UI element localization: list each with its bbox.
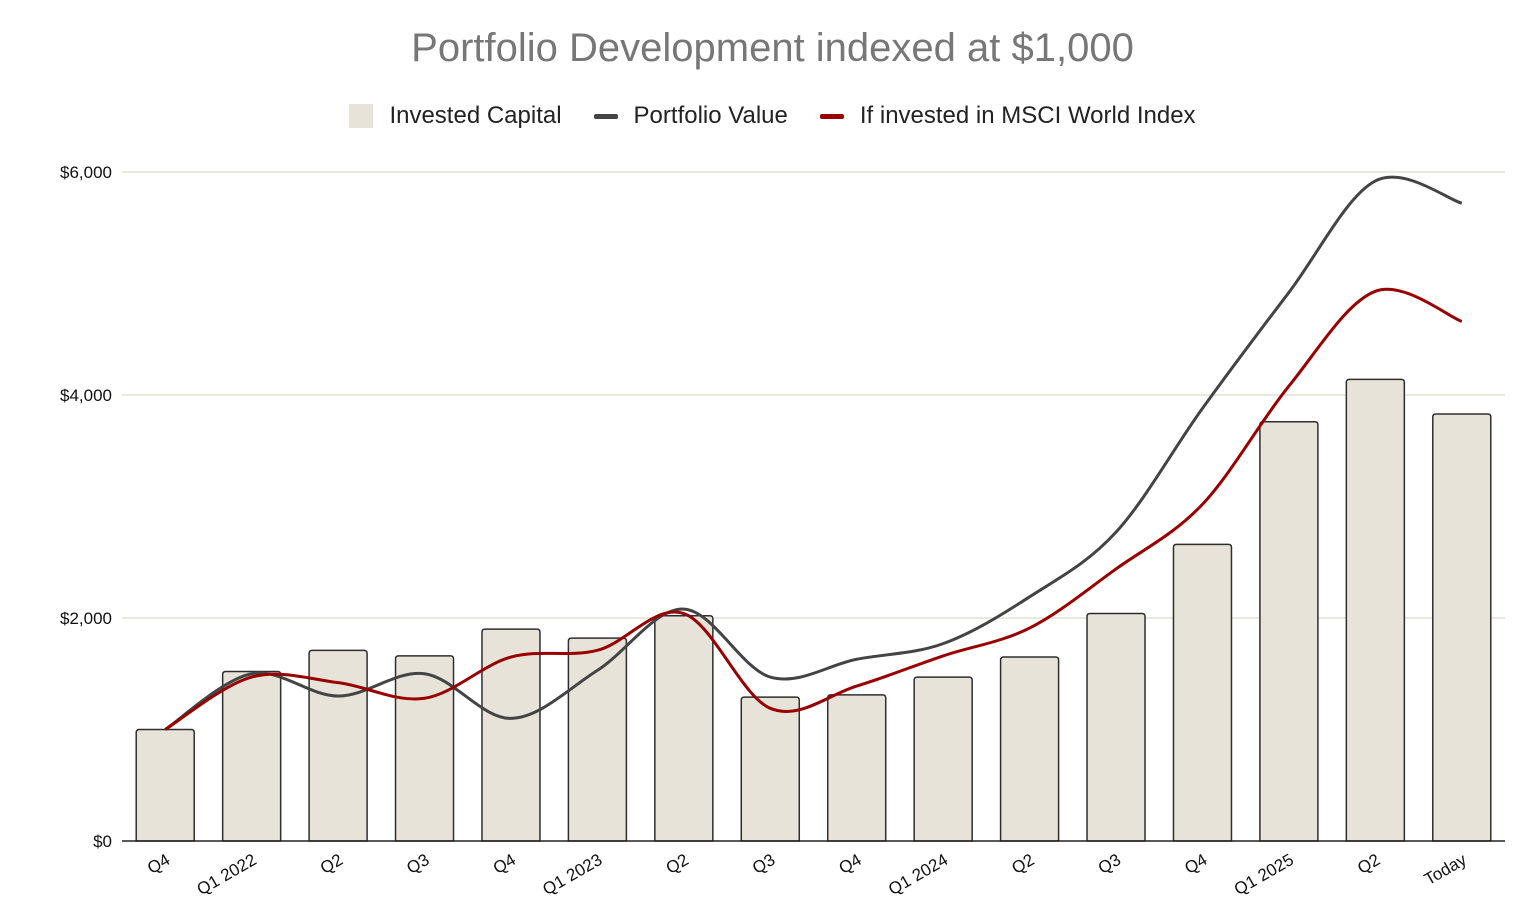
x-tick-label: Q1 2022: [194, 850, 260, 899]
bar-invested-capital: [999, 656, 1060, 842]
bar-invested-capital: [1259, 421, 1319, 842]
legend-item-invested-capital[interactable]: Invested Capital: [349, 102, 562, 130]
x-tick-label: Q3: [1095, 850, 1124, 878]
bar-invested-capital: [1432, 413, 1492, 842]
x-tick-label: Q2: [317, 850, 346, 878]
legend-swatch-portfolio-value: [593, 113, 618, 119]
x-tick-label: Q1 2025: [1231, 850, 1297, 899]
legend-swatch-invested-capital: [349, 104, 374, 128]
y-tick-label: $0: [93, 832, 112, 851]
bar-invested-capital: [481, 628, 541, 842]
legend-item-msci-world[interactable]: If invested in MSCI World Index: [819, 102, 1196, 130]
x-tick-label: Q3: [749, 850, 778, 878]
x-tick-label: Q4: [1181, 850, 1210, 878]
bar-invested-capital: [308, 649, 368, 842]
legend-label-portfolio-value: Portfolio Value: [633, 102, 788, 129]
bar-invested-capital: [1172, 543, 1233, 842]
legend-label-msci-world: If invested in MSCI World Index: [859, 102, 1196, 129]
x-tick-label: Q1 2023: [539, 850, 605, 899]
bar-invested-capital: [394, 655, 455, 842]
y-tick-label: $6,000: [60, 163, 112, 182]
bar-invested-capital: [913, 676, 973, 842]
x-tick-label: Today: [1421, 850, 1470, 889]
legend: Invested Capital Portfolio Value If inve…: [0, 102, 1530, 130]
y-tick-label: $4,000: [60, 386, 112, 405]
bar-invested-capital: [1345, 378, 1406, 842]
line-portfolio-value: [164, 175, 1463, 731]
legend-swatch-msci-world: [819, 113, 844, 119]
x-tick-label: Q2: [663, 850, 692, 878]
x-tick-label: Q2: [1008, 850, 1037, 878]
x-tick-label: Q4: [490, 850, 519, 878]
chart-title: Portfolio Development indexed at $1,000: [411, 26, 1134, 70]
bar-invested-capital: [826, 694, 887, 842]
bar-invested-capital: [1086, 612, 1146, 842]
bar-invested-capital: [135, 728, 195, 842]
bar-invested-capital: [740, 696, 801, 842]
x-tick-label: Q4: [836, 850, 865, 878]
legend-item-portfolio-value[interactable]: Portfolio Value: [593, 102, 788, 130]
x-tick-label: Q3: [403, 850, 432, 878]
x-tick-label: Q1 2024: [885, 850, 951, 899]
x-tick-label: Q4: [144, 850, 173, 878]
bar-invested-capital: [567, 637, 628, 842]
line-msci-world: [164, 287, 1463, 731]
bar-invested-capital: [221, 670, 282, 842]
bar-invested-capital: [654, 615, 714, 842]
y-tick-label: $2,000: [60, 609, 112, 628]
x-tick-label: Q2: [1354, 850, 1383, 878]
legend-label-invested-capital: Invested Capital: [389, 102, 562, 129]
